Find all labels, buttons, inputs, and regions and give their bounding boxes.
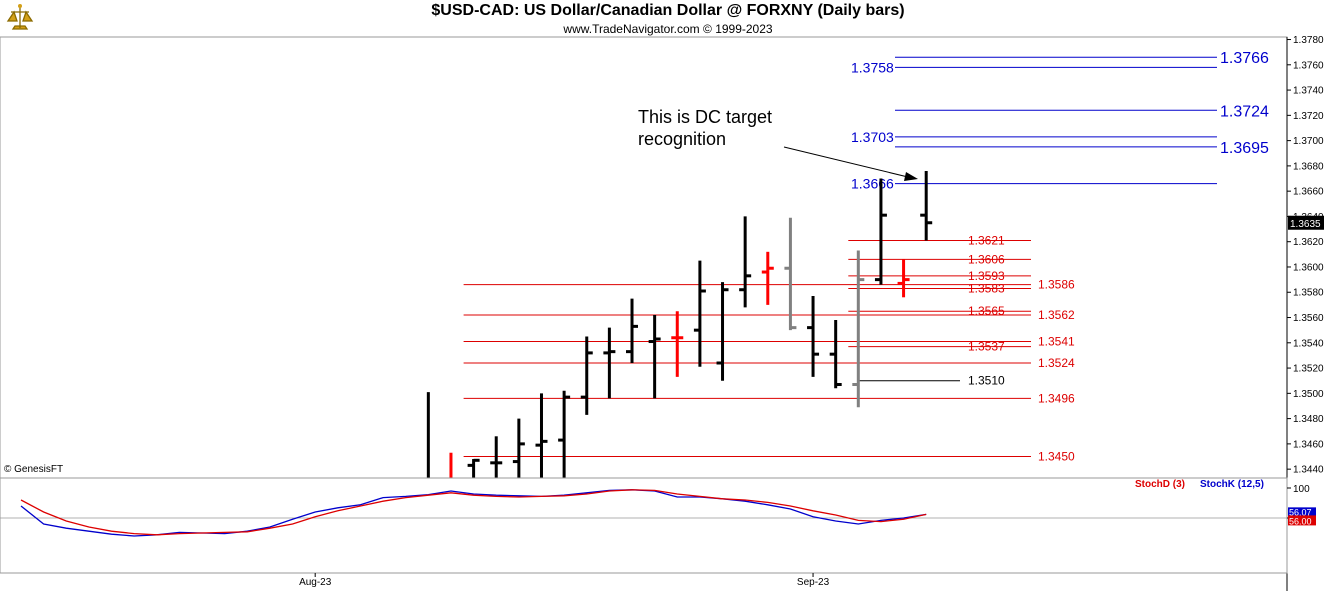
ohlc-bar (874, 178, 887, 285)
ohlc-bar (512, 418, 525, 478)
stoch-d-value: 56.00 (1289, 516, 1312, 526)
stoch-y-tick-label: 100 (1293, 484, 1310, 495)
y-tick-label: 1.3660 (1293, 187, 1324, 198)
support-resistance-label: 1.3565 (968, 304, 1005, 318)
target-level-label: 1.3766 (1220, 50, 1269, 67)
time-tick-label: Aug-23 (299, 577, 332, 588)
y-tick-label: 1.3520 (1293, 364, 1324, 375)
ohlc-bar (897, 259, 910, 298)
ohlc-bar (467, 458, 480, 478)
stoch-legend-entry: StochD (3) (1135, 479, 1185, 490)
ohlc-bar (693, 260, 706, 367)
y-tick-label: 1.3680 (1293, 161, 1324, 172)
ohlc-bar (739, 216, 752, 308)
chart-subtitle: www.TradeNavigator.com © 1999-2023 (563, 22, 773, 36)
target-level-label: 1.3695 (1220, 140, 1269, 157)
y-tick-label: 1.3580 (1293, 288, 1324, 299)
target-level-label: 1.3703 (851, 129, 894, 145)
ohlc-bar (671, 311, 684, 377)
ohlc-bar (784, 217, 797, 331)
last-price-label: 1.3635 (1290, 219, 1321, 230)
y-tick-label: 1.3480 (1293, 414, 1324, 425)
support-resistance-label: 1.3586 (1038, 278, 1075, 292)
ohlc-bar (626, 298, 639, 364)
support-resistance-label: 1.3496 (1038, 391, 1075, 405)
stoch-k-value: 56.07 (1289, 507, 1312, 517)
ohlc-bar (535, 393, 548, 478)
annotation-arrow-line (783, 146, 913, 179)
chart-title: $USD-CAD: US Dollar/Canadian Dollar @ FO… (431, 2, 905, 19)
support-resistance-label: 1.3593 (968, 269, 1005, 283)
annotation-line-2: recognition (638, 129, 726, 149)
price-plot-area (0, 36, 1288, 479)
last-price-tag (1288, 215, 1324, 230)
watermark: © GenesisFT (4, 464, 63, 475)
y-tick-label: 1.3600 (1293, 262, 1324, 273)
y-tick-label: 1.3540 (1293, 338, 1324, 349)
time-tick-label: Sep-23 (797, 577, 830, 588)
annotation-arrowhead (904, 172, 918, 181)
stochastic-plot-area (0, 477, 1288, 574)
y-tick-label: 1.3740 (1293, 86, 1324, 97)
genesis-logo-icon (6, 4, 34, 30)
ohlc-bar (829, 320, 842, 389)
stoch-series-line (20, 489, 927, 536)
ohlc-bar (648, 314, 661, 399)
annotation-line-1: This is DC target (638, 107, 772, 127)
target-level-label: 1.3724 (1220, 103, 1269, 120)
support-resistance-label: 1.3537 (968, 340, 1005, 354)
y-tick-label: 1.3720 (1293, 111, 1324, 122)
y-tick-label: 1.3460 (1293, 439, 1324, 450)
ohlc-bar (716, 282, 729, 381)
support-resistance-label: 1.3562 (1038, 308, 1075, 322)
ohlc-bar (852, 250, 865, 408)
ohlc-bar (761, 251, 774, 305)
y-tick-label: 1.3500 (1293, 389, 1324, 400)
support-resistance-label: 1.3621 (968, 233, 1005, 247)
stoch-series-line (20, 489, 927, 537)
y-tick-label: 1.3440 (1293, 465, 1324, 476)
support-resistance-label: 1.3450 (1038, 450, 1075, 464)
target-level-label: 1.3666 (851, 176, 894, 192)
ohlc-bar (807, 296, 820, 377)
support-resistance-label: 1.3583 (968, 281, 1005, 295)
support-resistance-label: 1.3541 (1038, 335, 1075, 349)
support-resistance-label: 1.3524 (1038, 356, 1075, 370)
y-tick-label: 1.3700 (1293, 136, 1324, 147)
support-resistance-label: 1.3606 (968, 252, 1005, 266)
y-tick-label: 1.3780 (1293, 35, 1324, 46)
y-tick-label: 1.3560 (1293, 313, 1324, 324)
y-tick-label: 1.3760 (1293, 60, 1324, 71)
y-tick-label: 1.3620 (1293, 237, 1324, 248)
price-panel: 1.3440 1.3460 1.3480 1.3500 1.3520 1.3540 1.35… (0, 35, 1324, 591)
stoch-legend-entry: StochK (12,5) (1200, 479, 1264, 490)
ohlc-bar (558, 390, 571, 478)
ohlc-bar (580, 336, 593, 415)
ohlc-bar (490, 436, 503, 478)
stoch-k-tag (1288, 507, 1316, 517)
target-level-label: 1.3758 (851, 59, 894, 75)
time-axis: Aug-23 Sep-23 (0, 572, 1287, 588)
ohlc-bar (920, 170, 933, 241)
stoch-d-tag (1288, 515, 1316, 526)
ohlc-bar (603, 327, 616, 399)
black-level-label: 1.3510 (968, 374, 1005, 388)
